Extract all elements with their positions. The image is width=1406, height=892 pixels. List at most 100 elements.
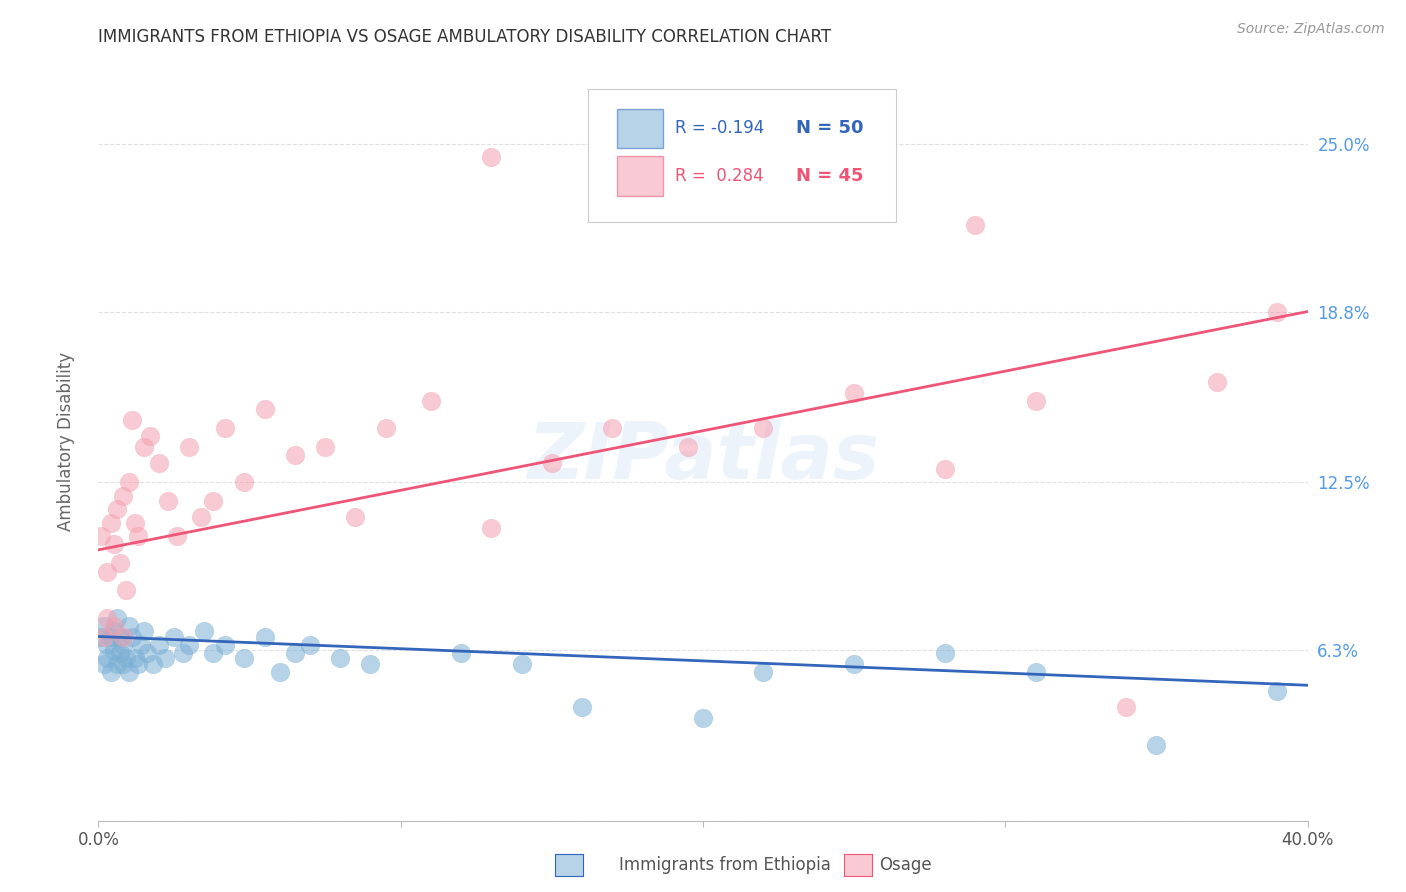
Point: [114, 651, 136, 665]
Point: [111, 657, 134, 671]
Point: [139, 429, 162, 443]
Point: [232, 475, 254, 490]
FancyBboxPatch shape: [588, 89, 897, 222]
Point: [111, 638, 134, 652]
Text: Immigrants from Ethiopia: Immigrants from Ethiopia: [619, 856, 831, 874]
Point: [299, 638, 322, 652]
Point: [93, 618, 115, 632]
Point: [103, 537, 125, 551]
Point: [121, 413, 143, 427]
Point: [193, 624, 215, 639]
Point: [232, 651, 254, 665]
Point: [148, 638, 170, 652]
Point: [153, 651, 176, 665]
Point: [450, 646, 472, 660]
Point: [934, 461, 956, 475]
Point: [100, 516, 122, 530]
Point: [103, 624, 125, 639]
Point: [329, 651, 352, 665]
Point: [602, 421, 624, 435]
Point: [190, 510, 212, 524]
Point: [481, 150, 503, 164]
Point: [105, 610, 128, 624]
Point: [127, 657, 149, 671]
Point: [105, 657, 128, 671]
Point: [127, 529, 149, 543]
Point: [124, 651, 146, 665]
Text: ZIPatlas: ZIPatlas: [527, 418, 879, 495]
Point: [124, 516, 146, 530]
FancyBboxPatch shape: [617, 109, 664, 148]
Point: [510, 657, 533, 671]
Point: [284, 448, 307, 462]
Point: [96, 638, 118, 652]
FancyBboxPatch shape: [617, 156, 664, 196]
Point: [129, 638, 152, 652]
Point: [90, 630, 112, 644]
Point: [118, 475, 141, 490]
Point: [118, 618, 141, 632]
Point: [284, 646, 307, 660]
Point: [100, 630, 122, 644]
Point: [100, 665, 122, 679]
Point: [676, 440, 699, 454]
Text: Source: ZipAtlas.com: Source: ZipAtlas.com: [1237, 22, 1385, 37]
Point: [166, 529, 188, 543]
Point: [844, 657, 866, 671]
Point: [752, 421, 775, 435]
Point: [179, 440, 201, 454]
Text: N = 50: N = 50: [796, 120, 863, 137]
Point: [1206, 375, 1229, 389]
Point: [214, 638, 236, 652]
Point: [420, 393, 443, 408]
Point: [692, 711, 714, 725]
Point: [93, 630, 115, 644]
Point: [540, 456, 562, 470]
Point: [103, 618, 125, 632]
Point: [214, 421, 236, 435]
Point: [571, 699, 593, 714]
Text: IMMIGRANTS FROM ETHIOPIA VS OSAGE AMBULATORY DISABILITY CORRELATION CHART: IMMIGRANTS FROM ETHIOPIA VS OSAGE AMBULA…: [98, 28, 831, 45]
Point: [374, 421, 396, 435]
Point: [1144, 738, 1167, 752]
Point: [1267, 683, 1289, 698]
Point: [108, 630, 131, 644]
Point: [105, 502, 128, 516]
Point: [118, 665, 141, 679]
Point: [202, 494, 225, 508]
Point: [96, 651, 118, 665]
Point: [1115, 699, 1137, 714]
Point: [202, 646, 225, 660]
Point: [142, 657, 165, 671]
Point: [179, 638, 201, 652]
Point: [108, 646, 131, 660]
Point: [965, 218, 987, 232]
Text: N = 45: N = 45: [796, 167, 863, 186]
Point: [148, 456, 170, 470]
Point: [1024, 393, 1046, 408]
Point: [108, 557, 131, 571]
Point: [314, 440, 336, 454]
Point: [156, 494, 179, 508]
Point: [114, 583, 136, 598]
Text: R = -0.194: R = -0.194: [675, 120, 765, 137]
Point: [93, 657, 115, 671]
Point: [360, 657, 382, 671]
Point: [1024, 665, 1046, 679]
Point: [253, 630, 276, 644]
Point: [103, 643, 125, 657]
Text: Osage: Osage: [879, 856, 931, 874]
Text: R =  0.284: R = 0.284: [675, 167, 763, 186]
Point: [752, 665, 775, 679]
Point: [121, 630, 143, 644]
Point: [1267, 304, 1289, 318]
Point: [96, 610, 118, 624]
Point: [132, 440, 155, 454]
Point: [172, 646, 194, 660]
Point: [132, 624, 155, 639]
Point: [96, 565, 118, 579]
Point: [163, 630, 186, 644]
Point: [90, 529, 112, 543]
Point: [253, 402, 276, 417]
Point: [269, 665, 291, 679]
